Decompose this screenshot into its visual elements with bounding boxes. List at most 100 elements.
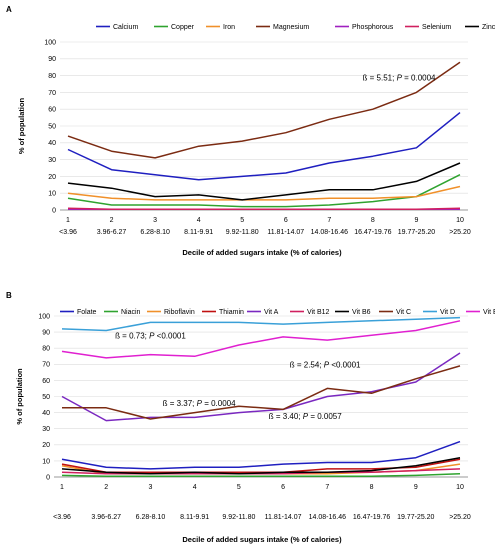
panel-b-y-tick-label: 20 — [42, 442, 50, 449]
panel-b-series-folate — [61, 440, 461, 470]
panel-a-y-tick-label: 10 — [48, 191, 56, 198]
panel-b-y-axis-title: % of population — [15, 368, 24, 425]
panel-a-x-tick-label: 3 — [153, 217, 157, 224]
panel-b-series-vit-e — [61, 320, 461, 359]
panel-b-annotation: ß = 3.40; P = 0.0057 — [269, 412, 343, 421]
panel-b-annotation: ß = 3.37; P = 0.0004 — [163, 399, 237, 408]
panel-a-y-tick-label: 80 — [48, 73, 56, 80]
panel-a-x-tick-label: 2 — [110, 217, 114, 224]
panel-b-legend-label: Vit D — [440, 309, 455, 316]
panel-b-y-tick-label: 60 — [42, 378, 50, 385]
panel-b-x-tick-label: 4 — [193, 484, 197, 491]
panel-b-x-range-label: 3.96-6.27 — [91, 514, 121, 521]
panel-b-x-range-label: 6.28-8.10 — [136, 514, 166, 521]
panel-b-y-tick-label: 80 — [42, 346, 50, 353]
panel-b-x-range-label: <3.96 — [53, 514, 71, 521]
panel-a-y-tick-label: 30 — [48, 157, 56, 164]
panel-a-legend-label: Calcium — [113, 24, 138, 31]
panel-b-legend-label: Thiamin — [219, 309, 244, 316]
panel-a-x-tick-label: 10 — [456, 217, 464, 224]
panel-a-x-range-label: <3.96 — [59, 229, 77, 236]
panel-b-y-tick-label: 50 — [42, 394, 50, 401]
panel-a-y-tick-label: 90 — [48, 56, 56, 63]
panel-a-legend-label: Zinc — [482, 24, 495, 31]
panel-a-legend-label: Magnesium — [273, 24, 309, 31]
panel-b-series-vit-b12 — [61, 468, 461, 475]
panel-a-x-tick-label: 1 — [66, 217, 70, 224]
panel-a-x-range-label: 6.28-8.10 — [140, 229, 170, 236]
panel-a-annotation: ß = 5.51; P = 0.0004 — [363, 74, 437, 83]
panel-b-series-vit-b6 — [61, 456, 461, 475]
panel-b-legend-label: Vit B6 — [352, 309, 371, 316]
panel-a-x-range-label: >25.20 — [449, 229, 471, 236]
panel-a-legend-label: Iron — [223, 24, 235, 31]
panel-b-x-tick-label: 2 — [104, 484, 108, 491]
panel-b-y-tick-label: 100 — [38, 313, 50, 320]
panel-b-legend-label: Niacin — [121, 309, 141, 316]
panel-a-legend-label: Copper — [171, 24, 195, 31]
panel-b-y-tick-label: 70 — [42, 362, 50, 369]
panel-b-x-range-label: 11.81-14.07 — [265, 514, 302, 521]
panel-b-y-tick-label: 40 — [42, 410, 50, 417]
panel-b-series-vit-c — [62, 365, 461, 420]
panel-b-x-range-label: 8.11-9.91 — [180, 514, 209, 521]
panel-b-legend-label: Vit C — [396, 309, 411, 316]
panel-a-series-selenium — [67, 207, 461, 210]
panel-b-annotation: ß = 2.54; P <0.0001 — [290, 361, 361, 370]
panel-a-series-zinc — [67, 162, 461, 201]
panel-a-x-range-label: 11.81-14.07 — [267, 229, 304, 236]
panel-b-x-tick-label: 1 — [60, 484, 64, 491]
panel-a-series-calcium — [67, 112, 461, 181]
panel-a-x-axis-title: Decile of added sugars intake (% of calo… — [182, 248, 342, 257]
panel-a-x-tick-label: 9 — [414, 217, 418, 224]
panel-a-y-tick-label: 40 — [48, 140, 56, 147]
panel-a-x-range-label: 9.92-11.80 — [226, 229, 259, 236]
panel-a-series-copper — [67, 174, 461, 208]
panel-b-x-tick-label: 3 — [148, 484, 152, 491]
panel-b-letter: B — [6, 291, 12, 300]
panel-b-y-tick-label: 30 — [42, 426, 50, 433]
panel-a-y-tick-label: 50 — [48, 123, 56, 130]
panel-b-legend-label: Vit B12 — [307, 309, 330, 316]
panel-b-x-tick-label: 8 — [370, 484, 374, 491]
panel-a-y-axis-title: % of population — [17, 97, 26, 154]
panel-a-y-tick-label: 60 — [48, 107, 56, 114]
panel-b-chart: B Folate Niacin Riboflavin Thiamin Vit A Vit B… — [6, 291, 495, 544]
panel-a-x-range-label: 14.08-16.46 — [311, 229, 348, 236]
panel-a-y-tick-label: 0 — [52, 207, 56, 214]
panel-b-x-tick-label: 6 — [281, 484, 285, 491]
panel-a-x-tick-label: 7 — [327, 217, 331, 224]
panel-b-legend-label: Riboflavin — [164, 309, 195, 316]
panel-b-x-tick-label: 5 — [237, 484, 241, 491]
panel-b-x-tick-label: 7 — [325, 484, 329, 491]
panel-a-legend-label: Phosphorous — [352, 24, 394, 31]
panel-a-y-tick-label: 100 — [44, 39, 56, 46]
panel-b-x-range-label: 19.77-25.20 — [397, 514, 434, 521]
panel-a-x-tick-label: 6 — [284, 217, 288, 224]
panel-a-y-tick-label: 20 — [48, 174, 56, 181]
panel-a-series-magnesium — [67, 61, 461, 159]
panel-a-x-tick-label: 8 — [371, 217, 375, 224]
panel-a-x-tick-label: 5 — [240, 217, 244, 224]
panel-b-legend-label: Vit A — [264, 309, 279, 316]
panel-b-x-range-label: 16.47-19.76 — [353, 514, 390, 521]
panel-a-x-range-label: 19.77-25.20 — [398, 229, 435, 236]
panel-b-x-range-label: >25.20 — [449, 514, 471, 521]
panel-a-x-tick-label: 4 — [197, 217, 201, 224]
panel-a-x-range-label: 16.47-19.76 — [354, 229, 391, 236]
panel-a-legend-label: Selenium — [422, 24, 451, 31]
panel-b-y-tick-label: 0 — [46, 474, 50, 481]
panel-b-y-tick-label: 10 — [42, 458, 50, 465]
panel-a-letter: A — [6, 5, 12, 14]
panel-a-x-range-label: 3.96-6.27 — [97, 229, 127, 236]
panel-b-y-tick-label: 90 — [42, 330, 50, 337]
panel-b-series-vit-d — [61, 316, 461, 332]
panel-a-chart: A Calcium Copper Iron Magnesium Phosphorous Se… — [6, 5, 495, 257]
panel-a-series-iron — [67, 185, 461, 201]
panel-b-series-vit-a — [61, 352, 461, 422]
panel-b-legend-label: Vit E — [483, 309, 495, 316]
panel-b-x-range-label: 14.08-16.46 — [309, 514, 346, 521]
panel-a-x-range-label: 8.11-9.91 — [184, 229, 213, 236]
panel-b-x-tick-label: 10 — [456, 484, 464, 491]
